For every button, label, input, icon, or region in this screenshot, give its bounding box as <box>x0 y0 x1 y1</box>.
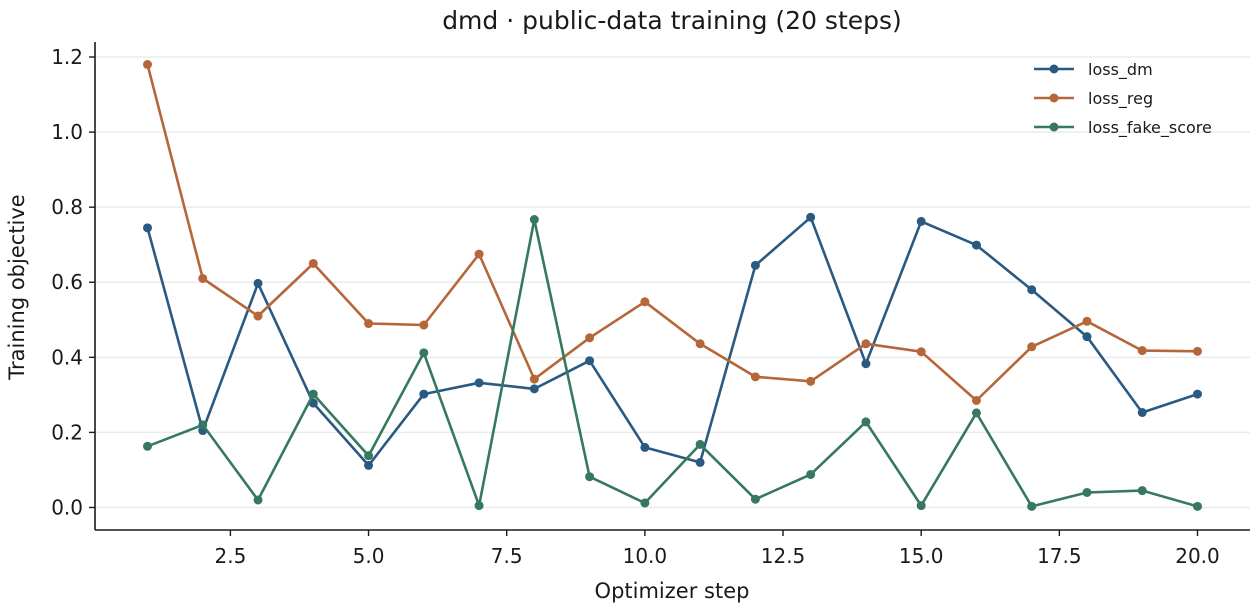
data-point-loss_dm <box>806 212 816 222</box>
data-point-loss_dm <box>1082 332 1092 342</box>
data-point-loss_fake_score <box>1193 501 1202 511</box>
data-point-loss_fake_score <box>474 501 484 511</box>
data-point-loss_reg <box>806 376 816 386</box>
x-tick-label: 15.0 <box>899 544 944 568</box>
data-point-loss_reg <box>1137 346 1147 356</box>
x-tick-label: 20.0 <box>1175 544 1220 568</box>
data-point-loss_fake_score <box>861 417 871 427</box>
data-point-loss_fake_score <box>143 441 152 451</box>
x-tick-label: 12.5 <box>761 544 806 568</box>
legend-label-loss_fake_score: loss_fake_score <box>1088 118 1212 138</box>
data-point-loss_fake_score <box>308 389 318 399</box>
series-line-loss_reg <box>146 64 1198 402</box>
series-line-loss_fake_score <box>147 218 1198 508</box>
data-point-loss_dm <box>585 356 595 366</box>
series-layer <box>143 60 1202 511</box>
y-tick-label: 0.8 <box>51 195 83 219</box>
data-point-loss_dm <box>1193 389 1202 399</box>
data-point-loss_fake_score <box>1137 486 1147 496</box>
data-point-loss_dm <box>861 359 871 369</box>
x-tick-label: 5.0 <box>353 544 385 568</box>
data-point-loss_dm <box>695 457 705 467</box>
data-point-loss_dm <box>419 389 429 399</box>
gridlines <box>95 56 1250 509</box>
data-point-loss_fake_score <box>806 469 816 479</box>
data-point-loss_reg <box>861 339 871 349</box>
data-point-loss_dm <box>640 442 650 452</box>
y-tick-label: 0.6 <box>51 270 83 294</box>
data-point-loss_reg <box>474 249 484 259</box>
data-point-loss_fake_score <box>916 501 926 511</box>
data-point-loss_reg <box>1193 346 1202 356</box>
data-point-loss_reg <box>253 311 263 321</box>
data-point-loss_dm <box>529 384 539 394</box>
data-point-loss_reg <box>143 60 152 70</box>
y-tick-label: 1.0 <box>51 120 83 144</box>
data-point-loss_fake_score <box>750 494 760 504</box>
data-point-loss_fake_score <box>1027 501 1037 511</box>
x-tick-label: 2.5 <box>214 544 246 568</box>
legend-label-loss_dm: loss_dm <box>1088 60 1153 80</box>
data-point-loss_reg <box>1027 342 1037 352</box>
data-point-loss_dm <box>253 278 263 288</box>
data-point-loss_reg <box>198 273 208 283</box>
y-tick-label: 0.2 <box>51 420 83 444</box>
y-tick-label: 0.4 <box>51 345 83 369</box>
data-point-loss_reg <box>529 374 539 384</box>
data-point-loss_dm <box>1027 285 1037 295</box>
data-point-loss_dm <box>971 240 981 250</box>
ticks: 0.0 0.2 0.4 0.6 0.8 1.0 1.2 2.5 5.0 7.5 10.0 12.5 15… <box>51 45 1220 568</box>
data-point-loss_reg <box>695 339 705 349</box>
legend-marker-loss_dm <box>1049 64 1059 74</box>
y-tick-label: 1.2 <box>51 45 83 69</box>
y-tick-label: 0.0 <box>51 495 83 519</box>
data-point-loss_reg <box>308 258 318 268</box>
data-point-loss_fake_score <box>419 348 429 358</box>
data-point-loss_dm <box>474 378 484 388</box>
data-point-loss_reg <box>1082 316 1092 326</box>
data-point-loss_reg <box>419 320 429 330</box>
x-tick-label: 7.5 <box>491 544 523 568</box>
data-point-loss_dm <box>143 223 152 233</box>
x-tick-label: 10.0 <box>623 544 668 568</box>
data-point-loss_fake_score <box>695 439 705 449</box>
data-point-loss_fake_score <box>253 495 263 505</box>
data-point-loss_fake_score <box>585 472 595 482</box>
chart-title: dmd · public-data training (20 steps) <box>442 6 902 35</box>
series-line-loss_dm <box>146 216 1198 467</box>
data-point-loss_dm <box>364 460 374 470</box>
data-point-loss_fake_score <box>1082 487 1092 497</box>
data-point-loss_dm <box>1137 408 1147 418</box>
data-point-loss_reg <box>916 347 926 357</box>
data-point-loss_fake_score <box>971 408 981 418</box>
data-point-loss_reg <box>585 333 595 343</box>
legend: loss_dm loss_reg loss_fake_score <box>1034 60 1212 138</box>
axes <box>94 42 1250 531</box>
data-point-loss_dm <box>750 260 760 270</box>
data-point-loss_reg <box>640 297 650 307</box>
legend-marker-loss_reg <box>1049 93 1059 103</box>
data-point-loss_dm <box>916 216 926 226</box>
data-point-loss_reg <box>750 372 760 382</box>
legend-label-loss_reg: loss_reg <box>1088 89 1153 109</box>
y-axis-label: Training objective <box>5 194 29 380</box>
data-point-loss_fake_score <box>364 451 374 461</box>
data-point-loss_reg <box>364 319 374 329</box>
x-axis-label: Optimizer step <box>595 579 750 603</box>
data-point-loss_fake_score <box>529 215 539 225</box>
data-point-loss_fake_score <box>198 420 208 430</box>
data-point-loss_fake_score <box>640 498 650 508</box>
data-point-loss_reg <box>971 395 981 405</box>
x-tick-label: 17.5 <box>1037 544 1082 568</box>
legend-marker-loss_fake_score <box>1049 122 1059 132</box>
